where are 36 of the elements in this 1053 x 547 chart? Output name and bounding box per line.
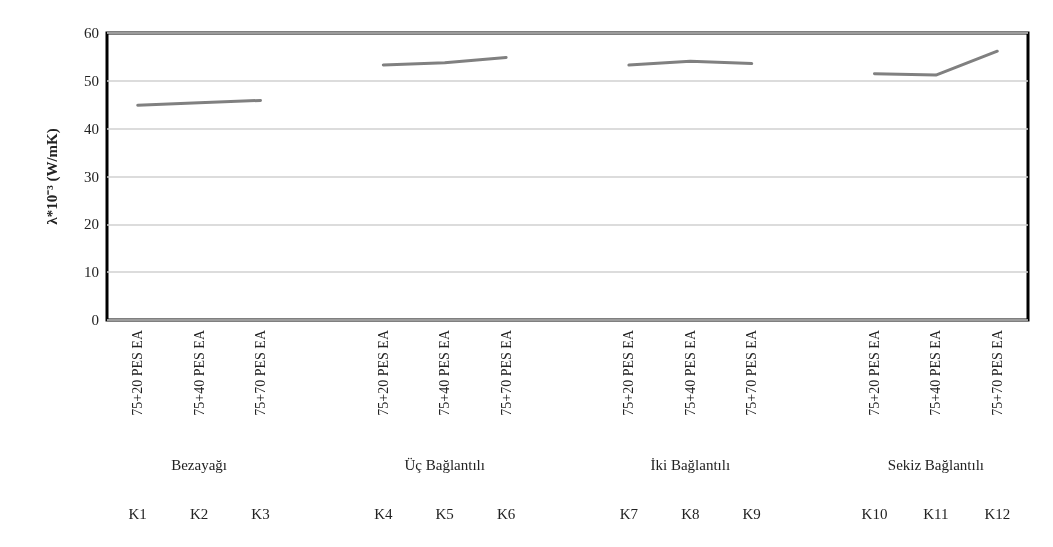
text: İki Bağlantılı [650,457,731,473]
text: K11 [923,506,949,522]
text: K7 [619,506,639,522]
text: K2 [189,506,209,522]
y-tick-label: 0 [91,312,99,328]
y-tick-label: 30 [84,168,99,185]
x-tick-label: 75+40 PES EA [191,329,207,416]
x-tick-label: 75+40 PES EA [928,329,944,416]
text: K8 [681,506,700,522]
y-tick-label: 60 [84,25,99,41]
text: K4 [374,506,393,522]
text: K12 [984,506,1011,522]
text: K6 [496,506,516,522]
x-tick-label: 75+20 PES EA [621,329,637,416]
y-axis-title: λ*10⁻³ (W/mK) [43,128,61,225]
x-tick-label: 75+40 PES EA [437,329,453,416]
y-tick-label: 10 [84,264,99,281]
y-tick-label: 50 [84,72,99,89]
text: Sekiz Bağlantılı [887,457,985,473]
x-tick-label: 75+70 PES EA [253,329,268,416]
text: K5 [435,506,454,522]
text: K9 [742,506,761,522]
x-tick-label: 75+20 PES EA [867,329,882,416]
text: K1 [128,506,147,522]
text: Bezayağı [171,457,228,473]
y-tick-label: 20 [84,216,99,233]
x-tick-label: 75+70 PES EA [498,329,514,416]
x-tick-label: 75+20 PES EA [375,329,391,416]
y-tick-label: 40 [84,120,99,137]
x-tick-label: 75+40 PES EA [682,329,698,416]
text: K3 [251,506,270,522]
x-tick-label: 75+70 PES EA [989,329,1005,416]
x-tick-label: 75+20 PES EA [130,329,146,416]
x-tick-label: 75+70 PES EA [744,329,760,416]
text: Üç Bağlantılı [404,457,485,473]
text: K10 [861,506,888,522]
